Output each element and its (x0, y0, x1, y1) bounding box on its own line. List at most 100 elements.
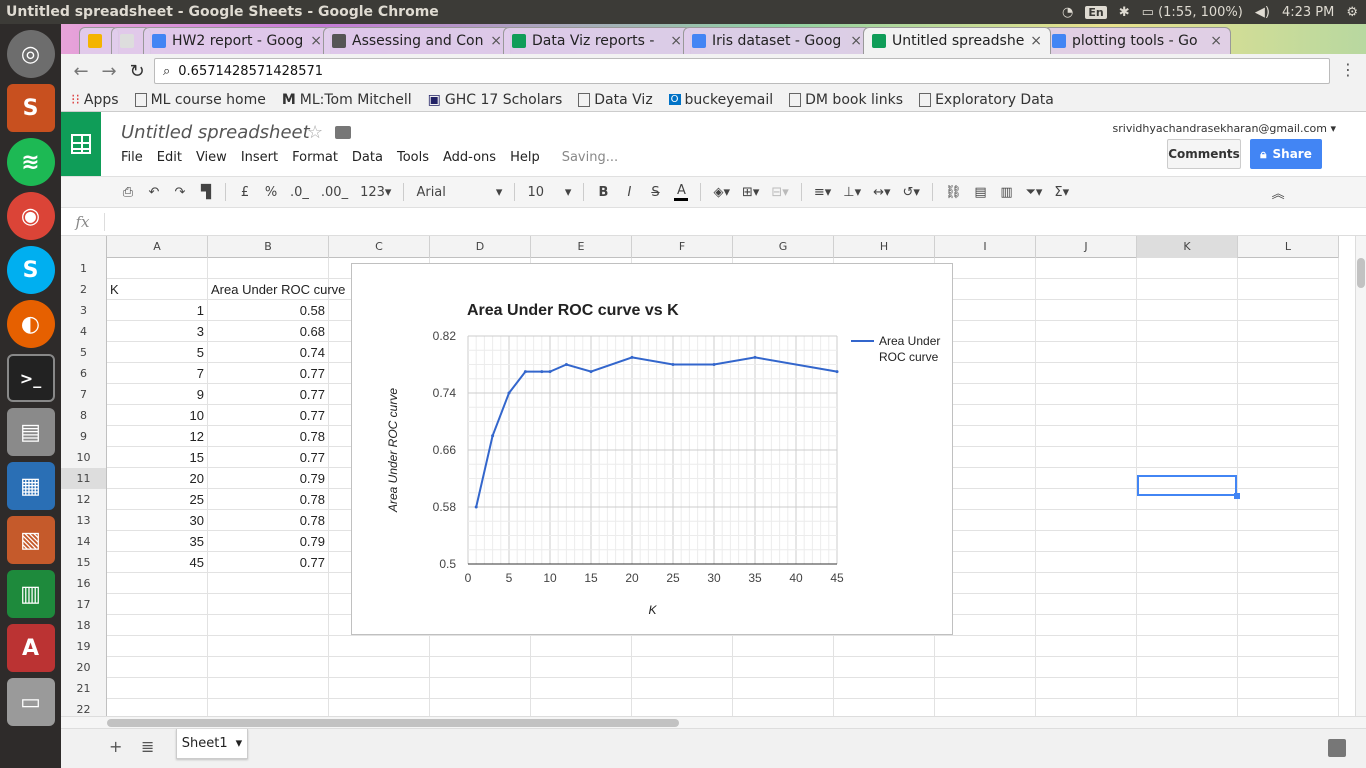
cell[interactable] (1238, 636, 1339, 657)
bookmark-apps[interactable]: ⁝⁝ Apps (71, 92, 119, 108)
row-header[interactable]: 13 (61, 510, 107, 531)
filter-icon[interactable]: ⏷▾ (1025, 184, 1043, 200)
cell[interactable] (834, 636, 935, 657)
cell[interactable] (1137, 531, 1238, 552)
skype-icon[interactable]: S (6, 246, 55, 294)
cell[interactable] (1137, 279, 1238, 300)
volume-icon[interactable]: ◀) (1254, 4, 1270, 20)
cell[interactable] (1238, 321, 1339, 342)
formula-bar[interactable]: fx (61, 208, 1366, 236)
cell[interactable] (329, 699, 430, 716)
column-header[interactable]: F (632, 236, 733, 258)
print-icon[interactable]: ⎙ (122, 184, 134, 200)
bookmark-dm-book-links[interactable]: DM book links (789, 92, 903, 108)
bookmark-exploratory-data[interactable]: Exploratory Data (919, 92, 1054, 108)
decrease-decimals-button[interactable]: .0_ (290, 184, 309, 200)
cell[interactable] (935, 573, 1036, 594)
tab-data-viz-reports[interactable]: Data Viz reports - × (503, 27, 691, 54)
cell[interactable] (1036, 447, 1137, 468)
column-header[interactable]: J (1036, 236, 1137, 258)
cell[interactable] (1238, 468, 1339, 489)
cell[interactable]: K (107, 279, 208, 300)
cell[interactable] (1238, 678, 1339, 699)
cell[interactable]: 0.78 (208, 426, 329, 447)
cell[interactable]: 0.77 (208, 552, 329, 573)
cell[interactable] (107, 258, 208, 279)
cell[interactable] (935, 363, 1036, 384)
cell[interactable] (1036, 657, 1137, 678)
column-header[interactable]: I (935, 236, 1036, 258)
comments-button[interactable]: Comments (1167, 139, 1241, 169)
wifi-icon[interactable]: ◔ (1062, 4, 1074, 20)
menu-format[interactable]: Format (292, 150, 338, 165)
battery-indicator[interactable]: ▭ (1:55, 100%) (1142, 5, 1243, 20)
cell[interactable]: 0.79 (208, 531, 329, 552)
cell[interactable] (1137, 405, 1238, 426)
horizontal-align-icon[interactable]: ≡▾ (813, 184, 832, 200)
cell[interactable] (1036, 552, 1137, 573)
cell[interactable] (632, 657, 733, 678)
cell[interactable] (935, 468, 1036, 489)
cell[interactable]: 0.68 (208, 321, 329, 342)
tab-assessing[interactable]: Assessing and Con × (323, 27, 511, 54)
cell[interactable] (107, 573, 208, 594)
fill-color-icon[interactable]: ◈▾ (713, 184, 730, 200)
menu-file[interactable]: File (121, 150, 143, 165)
cell[interactable] (1137, 657, 1238, 678)
cell[interactable] (1036, 489, 1137, 510)
undo-icon[interactable]: ↶ (148, 184, 160, 200)
cell[interactable] (1137, 573, 1238, 594)
cell[interactable] (632, 678, 733, 699)
cell[interactable] (1238, 573, 1339, 594)
row-header[interactable]: 6 (61, 363, 107, 384)
insert-link-icon[interactable]: ⛓ (944, 184, 962, 200)
menu-insert[interactable]: Insert (240, 150, 279, 165)
cell[interactable]: 1 (107, 300, 208, 321)
cell[interactable] (1137, 678, 1238, 699)
bookmark-data-viz[interactable]: Data Viz (578, 92, 653, 108)
column-header[interactable]: E (531, 236, 632, 258)
cell[interactable]: 9 (107, 384, 208, 405)
cell[interactable] (733, 678, 834, 699)
cell[interactable]: 7 (107, 363, 208, 384)
close-icon[interactable]: × (310, 33, 322, 49)
clock[interactable]: 4:23 PM (1281, 4, 1335, 20)
impress-icon[interactable]: ▧ (6, 516, 55, 564)
cell[interactable]: 35 (107, 531, 208, 552)
insert-chart-icon[interactable]: ▥ (1000, 184, 1013, 200)
cell[interactable] (1036, 615, 1137, 636)
cell[interactable] (329, 678, 430, 699)
sublime-text-icon[interactable]: S (6, 84, 55, 132)
cell[interactable] (935, 447, 1036, 468)
cell[interactable] (107, 678, 208, 699)
back-arrow-icon[interactable]: ← (73, 60, 89, 82)
cell[interactable]: 10 (107, 405, 208, 426)
collapse-toolbar-icon[interactable]: ︽ (1271, 186, 1285, 202)
cell[interactable]: 0.77 (208, 447, 329, 468)
cell[interactable]: 12 (107, 426, 208, 447)
row-header[interactable]: 18 (61, 615, 107, 636)
star-icon[interactable]: ☆ (307, 122, 324, 143)
cell[interactable] (1238, 594, 1339, 615)
cell[interactable] (1036, 594, 1137, 615)
cell[interactable] (1036, 636, 1137, 657)
cell[interactable] (1137, 342, 1238, 363)
vertical-scrollbar[interactable] (1355, 236, 1366, 716)
cell[interactable]: 0.77 (208, 405, 329, 426)
cell[interactable] (1137, 552, 1238, 573)
cell[interactable] (1238, 258, 1339, 279)
row-header[interactable]: 7 (61, 384, 107, 405)
cell[interactable] (1238, 426, 1339, 447)
cell[interactable] (430, 678, 531, 699)
insert-comment-icon[interactable]: ▤ (974, 184, 987, 200)
address-bar[interactable]: ⌕ 0.6571428571428571 (154, 58, 1330, 84)
writer-icon[interactable]: ▦ (6, 462, 55, 510)
cell[interactable] (1137, 489, 1238, 510)
reload-icon[interactable]: ↻ (129, 60, 145, 82)
row-header[interactable]: 17 (61, 594, 107, 615)
cell[interactable] (1036, 300, 1137, 321)
cell[interactable]: 0.77 (208, 363, 329, 384)
cell[interactable] (1036, 573, 1137, 594)
row-header[interactable]: 12 (61, 489, 107, 510)
